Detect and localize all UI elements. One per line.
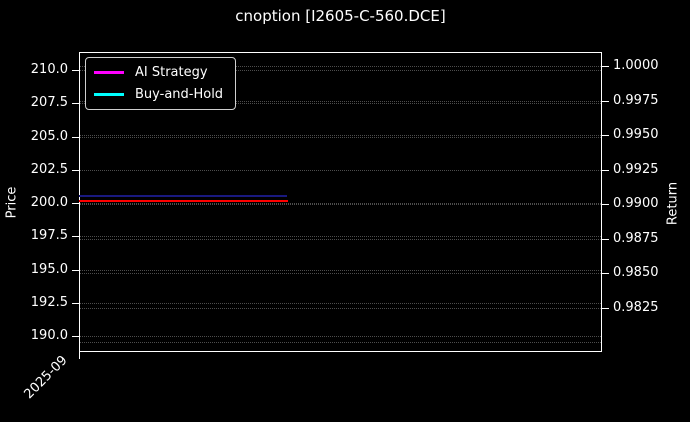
price-tick-mark — [72, 137, 79, 138]
return-tick-mark — [602, 170, 609, 171]
return-tick-mark — [602, 66, 609, 67]
x-tick-label-2025-09: 2025-09 — [21, 352, 71, 403]
price-tick-label: 207.5 — [30, 95, 68, 110]
gridline-return — [80, 170, 601, 171]
gridline-price — [80, 137, 601, 138]
gridline-price — [80, 103, 601, 104]
price-tick-label: 205.0 — [30, 129, 68, 144]
price-tick-label: 195.0 — [30, 262, 68, 277]
return-tick-label: 0.9975 — [613, 93, 659, 108]
chart-title: cnoption [I2605-C-560.DCE] — [235, 7, 446, 25]
return-tick-label: 0.9925 — [613, 162, 659, 177]
price-tick-label: 192.5 — [30, 295, 68, 310]
gridline-return — [80, 239, 601, 240]
price-tick-label: 200.0 — [30, 195, 68, 210]
price-tick-mark — [72, 270, 79, 271]
return-tick-mark — [602, 101, 609, 102]
return-axis-label: Return — [665, 181, 681, 226]
price-tick-mark — [72, 103, 79, 104]
gridline-price — [80, 303, 601, 304]
legend-label-ai-strategy: AI Strategy — [135, 65, 208, 80]
return-tick-mark — [602, 135, 609, 136]
price-tick-mark — [72, 170, 79, 171]
return-tick-label: 1.0000 — [613, 58, 659, 73]
return-tick-label: 0.9900 — [613, 196, 659, 211]
price-tick-mark — [72, 203, 79, 204]
data-line-red — [79, 200, 288, 202]
return-tick-mark — [602, 204, 609, 205]
return-tick-mark — [602, 273, 609, 274]
legend-entry-buy-and-hold: Buy-and-Hold — [94, 87, 223, 102]
buy-and-hold-line-swatch-icon — [94, 93, 124, 96]
gridline-return — [80, 273, 601, 274]
gridline-price — [80, 236, 601, 237]
price-tick-mark — [72, 336, 79, 337]
gridline-price — [80, 270, 601, 271]
price-tick-label: 190.0 — [30, 328, 68, 343]
return-tick-label: 0.9850 — [613, 265, 659, 280]
return-tick-label: 0.9950 — [613, 127, 659, 142]
gridline-return — [80, 66, 601, 67]
price-tick-mark — [72, 70, 79, 71]
x-tick-mark — [79, 352, 80, 359]
return-tick-label: 0.9825 — [613, 300, 659, 315]
gridline-return — [80, 204, 601, 205]
gridline-return — [80, 308, 601, 309]
price-tick-label: 210.0 — [30, 62, 68, 77]
return-tick-mark — [602, 239, 609, 240]
price-tick-mark — [72, 236, 79, 237]
price-tick-mark — [72, 303, 79, 304]
gridline-price — [80, 203, 601, 204]
price-tick-label: 202.5 — [30, 162, 68, 177]
legend-label-buy-and-hold: Buy-and-Hold — [135, 87, 224, 102]
return-tick-mark — [602, 308, 609, 309]
price-tick-label: 197.5 — [30, 228, 68, 243]
gridline-price — [80, 70, 601, 71]
legend-entry-ai-strategy: AI Strategy — [94, 65, 223, 80]
gridline-return — [80, 101, 601, 102]
gridline-return — [80, 342, 601, 343]
gridline-return — [80, 135, 601, 136]
data-line-dark-blue — [79, 195, 287, 197]
gridline-price — [80, 336, 601, 337]
legend: AI Strategy Buy-and-Hold — [85, 57, 237, 110]
return-tick-label: 0.9875 — [613, 231, 659, 246]
ai-strategy-line-swatch-icon — [94, 71, 124, 74]
